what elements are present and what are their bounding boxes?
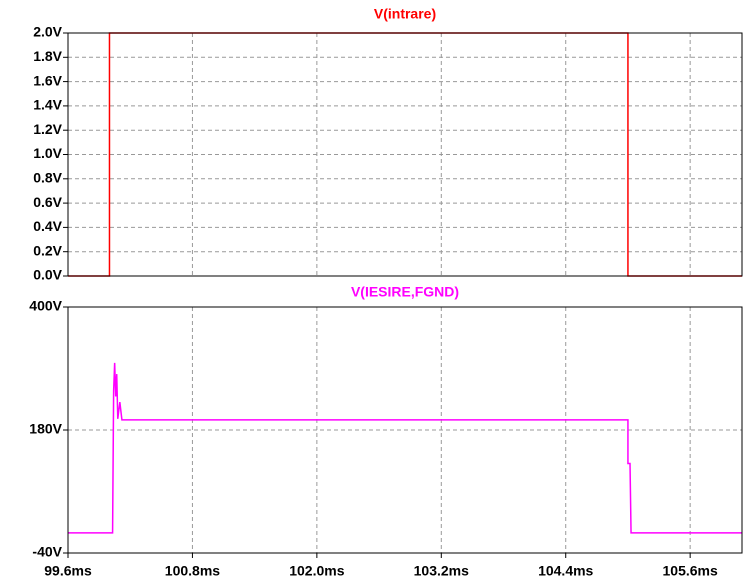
y-tick-label: 1.0V (33, 145, 62, 161)
y-tick-label: 1.6V (33, 72, 62, 88)
y-tick-label: 0.6V (33, 194, 62, 210)
x-tick-label: 103.2ms (414, 563, 469, 579)
y-tick-label: 0.2V (33, 242, 62, 258)
y-tick-label: 0.4V (33, 218, 62, 234)
y-tick-label: 0.0V (33, 267, 62, 283)
x-tick-label: 99.6ms (44, 563, 92, 579)
y-tick-label: 1.8V (33, 48, 62, 64)
y-tick-label: 400V (29, 298, 62, 314)
chart-title: V(IESIRE,FGND) (351, 284, 459, 300)
x-tick-label: 100.8ms (165, 563, 220, 579)
x-tick-label: 104.4ms (538, 563, 593, 579)
y-tick-label: 0.8V (33, 170, 62, 186)
chart-title: V(intrare) (374, 6, 436, 22)
y-tick-label: 1.2V (33, 121, 62, 137)
x-tick-label: 102.0ms (289, 563, 344, 579)
series-line (68, 362, 742, 534)
y-tick-label: 180V (29, 421, 62, 437)
plot-frame (67, 32, 743, 277)
y-tick-label: -40V (32, 544, 62, 560)
y-tick-label: 2.0V (33, 24, 62, 40)
y-tick-label: 1.4V (33, 97, 62, 113)
x-tick-label: 105.6ms (663, 563, 718, 579)
plot-frame (67, 306, 743, 554)
